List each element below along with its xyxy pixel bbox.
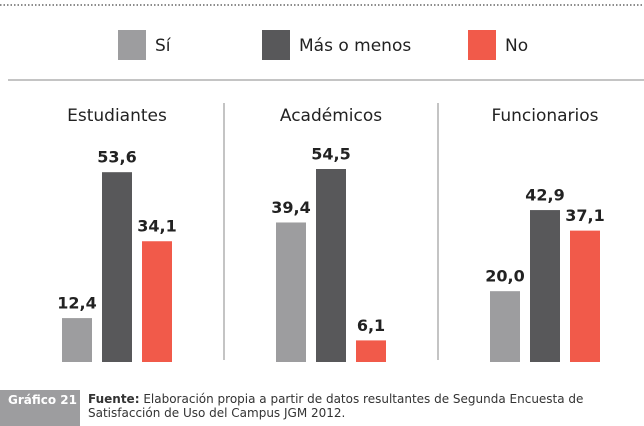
legend-label: Más o menos [299, 36, 411, 56]
legend-swatch [468, 30, 496, 60]
value-label: 37,1 [565, 206, 604, 225]
value-label: 42,9 [525, 186, 564, 205]
bar [142, 241, 172, 362]
caption-label: Gráfico 21 [0, 390, 80, 426]
value-label: 39,4 [271, 198, 310, 217]
group-title: Estudiantes [67, 106, 167, 126]
bar [530, 210, 560, 362]
group-title: Funcionarios [491, 106, 598, 126]
caption: Gráfico 21 Fuente: Elaboración propia a … [0, 390, 644, 426]
value-label: 6,1 [357, 316, 385, 335]
bar [316, 169, 346, 362]
legend-label: Sí [155, 36, 172, 56]
legend-swatch [118, 30, 146, 60]
source-text: Elaboración propia a partir de datos res… [88, 392, 584, 420]
value-label: 34,1 [137, 217, 176, 236]
value-label: 12,4 [57, 294, 96, 313]
legend-swatch [262, 30, 290, 60]
bar [356, 340, 386, 362]
legend-label: No [505, 36, 528, 56]
value-label: 20,0 [485, 267, 524, 286]
bar [276, 222, 306, 362]
source: Fuente: Elaboración propia a partir de d… [88, 392, 638, 420]
value-label: 54,5 [311, 145, 350, 164]
bar [62, 318, 92, 362]
bar [102, 172, 132, 362]
value-label: 53,6 [97, 148, 136, 167]
chart: Sí Más o menos No Estudiantes 12,4 53,6 34,1 Ac… [0, 4, 644, 362]
source-label: Fuente: [88, 392, 140, 406]
group-title: Académicos [280, 106, 382, 126]
bar [490, 291, 520, 362]
bar [570, 230, 600, 362]
